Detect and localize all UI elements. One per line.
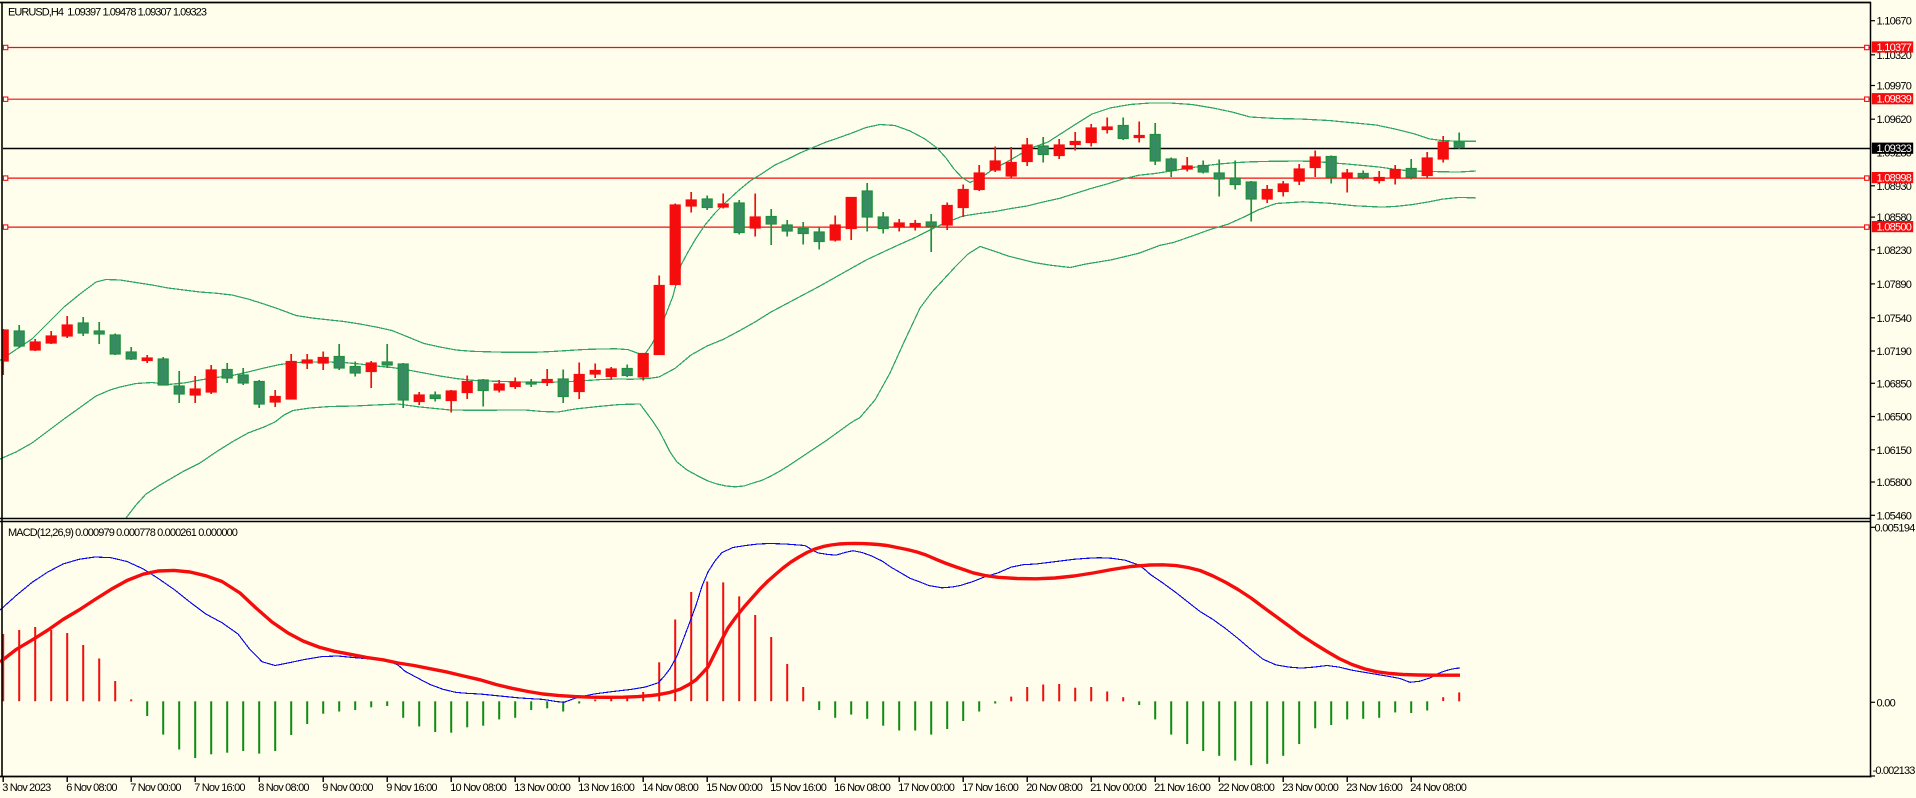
- svg-text:17 Nov 16:00: 17 Nov 16:00: [962, 782, 1019, 794]
- svg-text:0.005194: 0.005194: [1875, 522, 1916, 534]
- svg-text:24 Nov 08:00: 24 Nov 08:00: [1410, 782, 1467, 794]
- svg-text:1.05800: 1.05800: [1877, 477, 1912, 489]
- svg-text:8 Nov 08:00: 8 Nov 08:00: [258, 782, 309, 794]
- svg-text:21 Nov 16:00: 21 Nov 16:00: [1154, 782, 1211, 794]
- svg-text:EURUSD,H4 1.09397 1.09478 1.0: EURUSD,H4 1.09397 1.09478 1.09307 1.0932…: [8, 7, 207, 19]
- svg-text:16 Nov 08:00: 16 Nov 08:00: [834, 782, 891, 794]
- svg-text:MACD(12,26,9) 0.000979 0.00077: MACD(12,26,9) 0.000979 0.000778 0.000261…: [8, 527, 238, 539]
- svg-text:14 Nov 08:00: 14 Nov 08:00: [642, 782, 699, 794]
- svg-text:10 Nov 08:00: 10 Nov 08:00: [450, 782, 507, 794]
- svg-text:23 Nov 16:00: 23 Nov 16:00: [1346, 782, 1403, 794]
- svg-text:1.10670: 1.10670: [1877, 16, 1912, 28]
- svg-text:1.08998: 1.08998: [1877, 173, 1912, 185]
- svg-text:1.09620: 1.09620: [1877, 114, 1912, 126]
- svg-text:1.07190: 1.07190: [1877, 346, 1912, 358]
- svg-text:1.09323: 1.09323: [1877, 143, 1912, 155]
- svg-text:3 Nov 2023: 3 Nov 2023: [2, 782, 51, 794]
- svg-text:1.08500: 1.08500: [1877, 222, 1912, 234]
- svg-text:9 Nov 16:00: 9 Nov 16:00: [386, 782, 437, 794]
- svg-text:13 Nov 00:00: 13 Nov 00:00: [514, 782, 571, 794]
- svg-text:22 Nov 08:00: 22 Nov 08:00: [1218, 782, 1275, 794]
- svg-text:6 Nov 08:00: 6 Nov 08:00: [66, 782, 117, 794]
- svg-text:1.10377: 1.10377: [1877, 42, 1912, 54]
- svg-text:1.07890: 1.07890: [1877, 279, 1912, 291]
- svg-text:1.08230: 1.08230: [1877, 245, 1912, 257]
- svg-text:7 Nov 16:00: 7 Nov 16:00: [194, 782, 245, 794]
- svg-text:17 Nov 00:00: 17 Nov 00:00: [898, 782, 955, 794]
- svg-text:1.06500: 1.06500: [1877, 412, 1912, 424]
- svg-text:1.07540: 1.07540: [1877, 313, 1912, 325]
- svg-text:1.10320: 1.10320: [1877, 50, 1912, 62]
- svg-text:15 Nov 16:00: 15 Nov 16:00: [770, 782, 827, 794]
- svg-text:13 Nov 16:00: 13 Nov 16:00: [578, 782, 635, 794]
- svg-text:1.06850: 1.06850: [1877, 378, 1912, 390]
- svg-text:1.09970: 1.09970: [1877, 81, 1912, 93]
- svg-text:15 Nov 00:00: 15 Nov 00:00: [706, 782, 763, 794]
- svg-text:7 Nov 00:00: 7 Nov 00:00: [130, 782, 181, 794]
- svg-text:1.09839: 1.09839: [1877, 94, 1912, 106]
- svg-text:0.00: 0.00: [1877, 697, 1896, 709]
- svg-text:1.08930: 1.08930: [1877, 181, 1912, 193]
- svg-text:1.05460: 1.05460: [1877, 510, 1912, 522]
- svg-text:20 Nov 08:00: 20 Nov 08:00: [1026, 782, 1083, 794]
- svg-text:23 Nov 00:00: 23 Nov 00:00: [1282, 782, 1339, 794]
- svg-text:-0.002133: -0.002133: [1873, 765, 1916, 777]
- svg-text:1.06150: 1.06150: [1877, 445, 1912, 457]
- svg-text:9 Nov 00:00: 9 Nov 00:00: [322, 782, 373, 794]
- svg-text:21 Nov 00:00: 21 Nov 00:00: [1090, 782, 1147, 794]
